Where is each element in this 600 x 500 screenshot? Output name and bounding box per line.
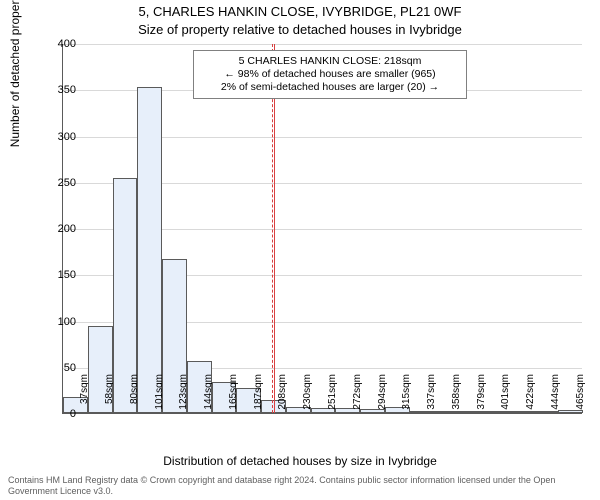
chart-subtitle: Size of property relative to detached ho… xyxy=(0,22,600,37)
y-tick-label: 50 xyxy=(42,362,76,374)
y-tick-label: 250 xyxy=(42,177,76,189)
y-axis-label: Number of detached properties xyxy=(8,0,22,147)
y-tick-label: 400 xyxy=(42,38,76,50)
attribution-text: Contains HM Land Registry data © Crown c… xyxy=(8,475,600,496)
annotation-line: 5 CHARLES HANKIN CLOSE: 218sqm xyxy=(200,55,460,68)
y-tick-label: 300 xyxy=(42,131,76,143)
y-tick-label: 150 xyxy=(42,269,76,281)
annotation-line: ← 98% of detached houses are smaller (96… xyxy=(200,68,460,81)
annotation-line: 2% of semi-detached houses are larger (2… xyxy=(200,81,460,94)
x-axis-label: Distribution of detached houses by size … xyxy=(0,454,600,468)
gridline xyxy=(63,44,582,45)
annotation-box: 5 CHARLES HANKIN CLOSE: 218sqm← 98% of d… xyxy=(193,50,467,99)
y-tick-label: 350 xyxy=(42,84,76,96)
y-tick-label: 0 xyxy=(42,408,76,420)
chart-container: 5, CHARLES HANKIN CLOSE, IVYBRIDGE, PL21… xyxy=(0,0,600,500)
chart-title-address: 5, CHARLES HANKIN CLOSE, IVYBRIDGE, PL21… xyxy=(0,4,600,19)
histogram-bar xyxy=(137,87,162,413)
x-tick-label: 465sqm xyxy=(575,374,586,418)
y-tick-label: 200 xyxy=(42,223,76,235)
plot-area: 37sqm58sqm80sqm101sqm123sqm144sqm165sqm1… xyxy=(62,44,582,414)
y-tick-label: 100 xyxy=(42,316,76,328)
